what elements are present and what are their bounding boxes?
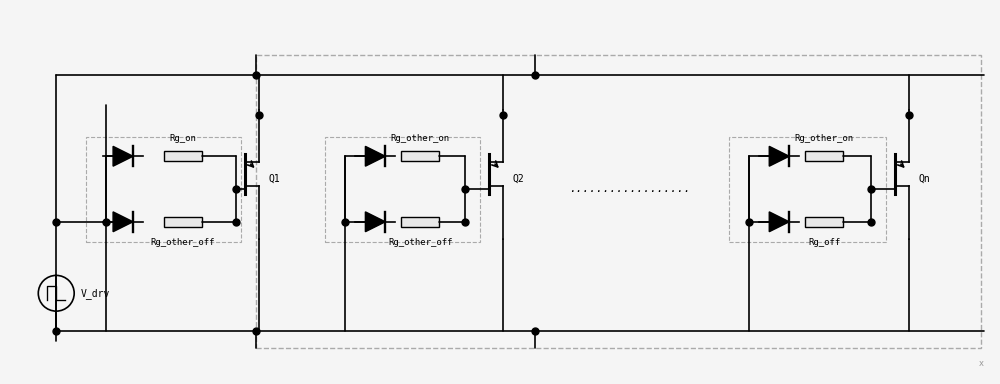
Bar — [164, 217, 202, 227]
Text: Q1: Q1 — [269, 174, 280, 184]
Polygon shape — [365, 146, 385, 166]
Text: Qn: Qn — [919, 174, 931, 184]
Bar — [401, 217, 439, 227]
Polygon shape — [365, 212, 385, 232]
Text: ..................: .................. — [569, 184, 690, 194]
Text: Rg_off: Rg_off — [808, 238, 840, 247]
Bar — [164, 151, 202, 161]
Text: Q2: Q2 — [513, 174, 525, 184]
Bar — [256, 55, 981, 348]
Bar — [805, 151, 843, 161]
Text: Rg_other_on: Rg_other_on — [795, 134, 854, 143]
Text: Rg_other_off: Rg_other_off — [388, 238, 452, 247]
Bar — [805, 217, 843, 227]
Polygon shape — [769, 212, 789, 232]
Text: x: x — [979, 359, 984, 368]
Text: Rg_other_off: Rg_other_off — [151, 238, 215, 247]
Polygon shape — [113, 212, 133, 232]
Polygon shape — [769, 146, 789, 166]
Bar — [401, 151, 439, 161]
Polygon shape — [113, 146, 133, 166]
Text: Rg_on: Rg_on — [169, 134, 196, 143]
Bar — [729, 137, 886, 242]
Text: V_drv: V_drv — [81, 288, 111, 299]
Bar — [325, 137, 480, 242]
Text: Rg_other_on: Rg_other_on — [391, 134, 450, 143]
Bar — [86, 137, 241, 242]
